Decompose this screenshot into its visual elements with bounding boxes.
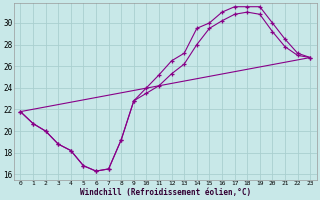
X-axis label: Windchill (Refroidissement éolien,°C): Windchill (Refroidissement éolien,°C) (80, 188, 251, 197)
